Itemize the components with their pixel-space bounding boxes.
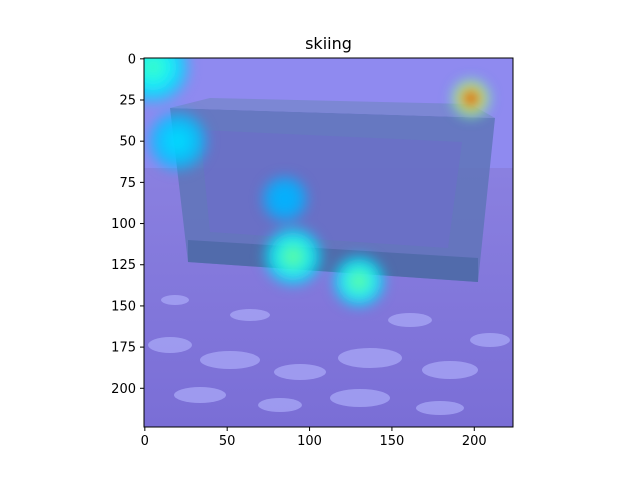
heat-hotspot-5 [280, 194, 290, 204]
heat-hotspot-2 [287, 250, 300, 263]
y-tick-label: 200 [111, 382, 136, 397]
y-tick-label: 100 [111, 217, 136, 232]
y-tick-label: 175 [111, 341, 136, 356]
heat-hotspot-0 [467, 94, 475, 103]
x-tick-label: 50 [219, 434, 236, 449]
x-tick-label: 100 [297, 434, 322, 449]
tv-top-edge [170, 98, 495, 118]
y-tick-label: 125 [111, 258, 136, 273]
y-tick-label: 75 [119, 176, 136, 191]
chart-title: skiing [305, 34, 352, 53]
heat-hotspot-1 [145, 59, 161, 75]
plot-area [144, 58, 513, 427]
axes-frame [143, 57, 514, 428]
x-tick-label: 200 [462, 434, 487, 449]
y-tick-label: 150 [111, 299, 136, 314]
tv-screen [200, 130, 462, 248]
tv-bezel-bottom [188, 240, 478, 282]
y-tick-label: 25 [119, 94, 136, 109]
x-tick-label: 0 [141, 434, 149, 449]
x-tick-label: 150 [380, 434, 405, 449]
floor-texture [148, 295, 510, 415]
heat-hotspot-4 [171, 135, 184, 148]
y-tick-label: 50 [119, 135, 136, 150]
y-axis: 0 25 50 75 100 125 150 175 200 [111, 52, 144, 397]
x-axis: 0 50 100 150 200 [141, 427, 487, 449]
heat-hotspot-3 [353, 275, 365, 287]
y-tick-label: 0 [128, 52, 136, 67]
hotspot-layer [144, 58, 491, 308]
